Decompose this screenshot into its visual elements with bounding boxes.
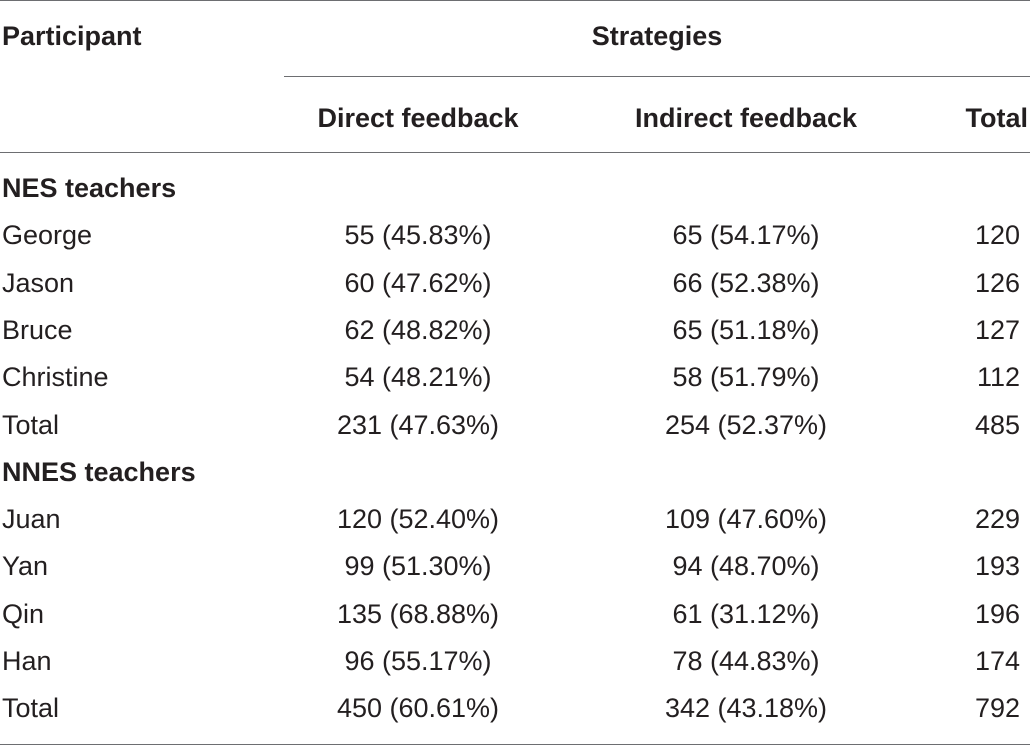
total-cell: 112 [976, 362, 1020, 393]
indirect-feedback-cell: 58 (51.79%) [672, 362, 820, 393]
total-cell: 126 [974, 267, 1020, 298]
header-participant: Participant [2, 21, 142, 51]
direct-feedback-cell: 96 (55.17%) [344, 646, 492, 676]
total-cell: 196 [974, 598, 1020, 629]
total-cell: 229 [974, 504, 1020, 535]
indirect-feedback-cell: 61 (31.12%) [672, 598, 820, 629]
participant-name: Jason [2, 267, 75, 298]
group-heading: NNES teachers [2, 456, 196, 487]
total-cell: 792 [974, 693, 1020, 724]
header-strategies: Strategies [591, 21, 723, 51]
indirect-feedback-cell: 109 (47.60%) [664, 504, 828, 535]
direct-feedback-cell: 135 (68.88%) [336, 598, 500, 629]
participant-name: Total [2, 409, 60, 440]
direct-feedback-cell: 55 (45.83%) [344, 220, 492, 251]
bottom-rule [0, 744, 1030, 745]
direct-feedback-cell: 62 (48.82%) [344, 314, 492, 345]
total-cell: 193 [974, 551, 1020, 582]
participant-name: Bruce [2, 314, 73, 345]
direct-feedback-cell: 231 (47.63%) [336, 409, 500, 440]
top-rule [0, 0, 1030, 1]
direct-feedback-cell: 450 (60.61%) [336, 693, 500, 724]
participant-name: Christine [2, 362, 109, 393]
indirect-feedback-cell: 65 (54.17%) [672, 220, 820, 251]
participant-name: Juan [2, 504, 61, 535]
participant-name: George [2, 220, 93, 251]
total-cell: 485 [974, 409, 1020, 440]
total-cell: 174 [974, 646, 1020, 676]
header-total: Total [965, 103, 1029, 133]
participant-name: Qin [2, 598, 45, 629]
header-direct-feedback: Direct feedback [317, 103, 519, 133]
indirect-feedback-cell: 94 (48.70%) [672, 551, 820, 582]
direct-feedback-cell: 60 (47.62%) [344, 267, 492, 298]
direct-feedback-cell: 99 (51.30%) [344, 551, 492, 582]
total-cell: 127 [974, 314, 1020, 345]
indirect-feedback-cell: 65 (51.18%) [672, 314, 820, 345]
group-heading: NES teachers [2, 173, 177, 203]
direct-feedback-cell: 54 (48.21%) [344, 362, 492, 393]
participant-name: Yan [2, 551, 49, 582]
indirect-feedback-cell: 66 (52.38%) [672, 267, 820, 298]
strategies-rule [284, 76, 1030, 77]
participant-name: Han [2, 646, 52, 676]
total-cell: 120 [974, 220, 1020, 251]
indirect-feedback-cell: 78 (44.83%) [672, 646, 820, 676]
header-rule [0, 152, 1030, 153]
indirect-feedback-cell: 342 (43.18%) [664, 693, 828, 724]
header-indirect-feedback: Indirect feedback [634, 103, 858, 133]
indirect-feedback-cell: 254 (52.37%) [664, 409, 828, 440]
direct-feedback-cell: 120 (52.40%) [336, 504, 500, 535]
participant-name: Total [2, 693, 60, 724]
